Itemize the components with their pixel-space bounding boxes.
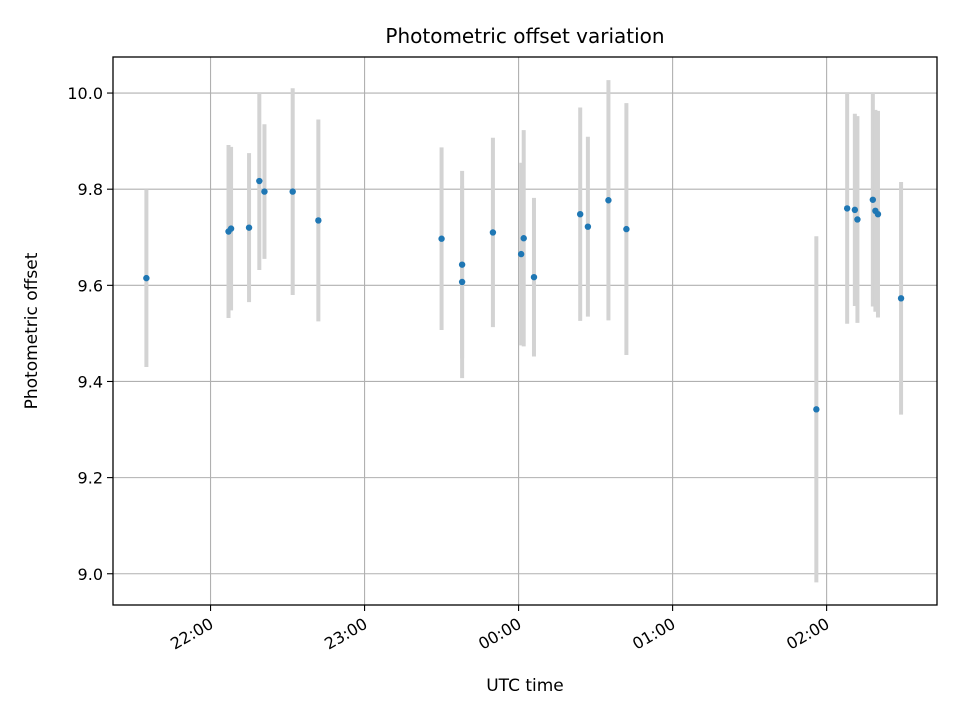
data-point [851,206,859,214]
y-axis-ticks: 9.0 9.2 9.4 9.6 9.8 10.0 [67,84,113,584]
data-point [458,278,466,286]
data-point [517,250,525,258]
data-point [489,229,497,236]
data-point [289,188,296,195]
data-point [261,188,268,195]
y-tick-label: 9.6 [78,276,103,295]
data-point [584,223,592,230]
data-points [143,177,905,413]
data-point [897,295,905,302]
data-point [843,205,851,212]
y-tick-label: 9.2 [78,469,103,488]
data-point [813,406,820,413]
data-point [438,235,445,242]
y-tick-label: 9.0 [78,565,103,584]
data-point [576,210,584,218]
data-point [315,217,322,224]
data-point [245,224,253,231]
y-tick-label: 9.4 [78,372,103,391]
data-point [869,196,877,203]
data-point [605,197,612,204]
data-point [143,274,150,282]
data-point [227,225,235,232]
plot-frame [112,56,938,606]
y-tick-label: 9.8 [78,180,103,199]
y-axis-title: Photometric offset [22,252,42,409]
data-point [530,273,538,281]
data-point [854,216,861,223]
x-axis-title: UTC time [486,676,564,696]
y-tick-label: 10.0 [67,84,103,103]
data-point [256,177,263,185]
data-point [520,235,527,242]
data-point [458,261,466,268]
data-point [874,210,882,218]
data-point [623,225,630,233]
chart-title: Photometric offset variation [385,24,664,48]
